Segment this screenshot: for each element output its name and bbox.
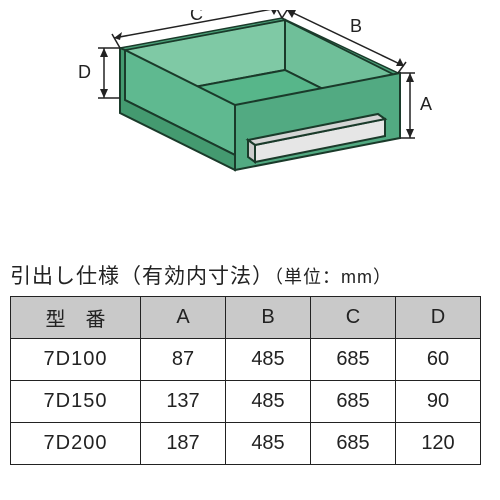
caption-title-line: 引出し仕様（有効内寸法）（単位：mm） xyxy=(10,260,490,290)
table-row: 7D150 137 485 685 90 xyxy=(11,381,481,423)
cell-c: 685 xyxy=(311,381,396,423)
table-row: 7D100 87 485 685 60 xyxy=(11,339,481,381)
cell-b: 485 xyxy=(226,339,311,381)
cell-b: 485 xyxy=(226,423,311,465)
cell-a: 87 xyxy=(141,339,226,381)
cell-d: 120 xyxy=(396,423,481,465)
dim-d-label: D xyxy=(78,62,91,82)
cell-a: 187 xyxy=(141,423,226,465)
dim-c-label: C xyxy=(190,10,203,24)
dim-a-group: A xyxy=(400,73,432,138)
drawer-handle-side xyxy=(248,140,255,162)
table-header-row: 型 番 A B C D xyxy=(11,297,481,339)
cell-d: 60 xyxy=(396,339,481,381)
drawer-diagram: C B A D xyxy=(50,10,450,240)
col-header-model: 型 番 xyxy=(11,297,141,339)
cell-c: 685 xyxy=(311,339,396,381)
col-header-b: B xyxy=(226,297,311,339)
spec-table: 型 番 A B C D 7D100 87 485 685 60 7D150 13… xyxy=(10,296,481,465)
caption-unit: （単位：mm） xyxy=(274,267,392,287)
col-header-c: C xyxy=(311,297,396,339)
col-header-a: A xyxy=(141,297,226,339)
dim-a-label: A xyxy=(420,94,432,114)
dim-b-label: B xyxy=(350,16,362,36)
dim-d-group: D xyxy=(78,48,120,98)
cell-a: 137 xyxy=(141,381,226,423)
cell-d: 90 xyxy=(396,381,481,423)
col-header-d: D xyxy=(396,297,481,339)
table-row: 7D200 187 485 685 120 xyxy=(11,423,481,465)
cell-model: 7D150 xyxy=(11,381,141,423)
caption-title: 引出し仕様（有効内寸法） xyxy=(10,265,274,288)
cell-b: 485 xyxy=(226,381,311,423)
caption-and-table: 引出し仕様（有効内寸法）（単位：mm） 型 番 A B C D 7D100 87… xyxy=(10,260,490,465)
cell-model: 7D100 xyxy=(11,339,141,381)
cell-model: 7D200 xyxy=(11,423,141,465)
cell-c: 685 xyxy=(311,423,396,465)
